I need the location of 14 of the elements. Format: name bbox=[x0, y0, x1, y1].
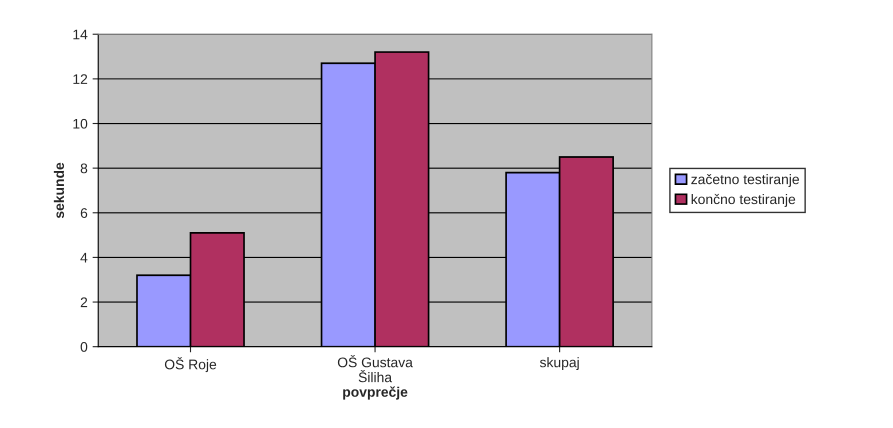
y-tick-label: 6 bbox=[80, 208, 88, 218]
x-axis-title: povprečje bbox=[343, 386, 408, 400]
y-tick-label: 2 bbox=[80, 297, 88, 308]
y-tick-label: 8 bbox=[80, 163, 88, 174]
y-axis-title: sekunde bbox=[54, 162, 64, 218]
y-tick-label: 0 bbox=[80, 342, 88, 352]
x-tick-label: OŠ Roje bbox=[164, 357, 216, 372]
y-tick-label: 14 bbox=[73, 30, 88, 40]
legend-label: začetno testiranje bbox=[691, 174, 799, 187]
x-tick-label: skupaj bbox=[540, 357, 579, 370]
y-tick-label: 12 bbox=[73, 74, 88, 84]
y-tick-label: 10 bbox=[73, 118, 88, 129]
y-tick-label: 4 bbox=[80, 252, 88, 262]
legend-label: končno testiranje bbox=[692, 194, 796, 207]
